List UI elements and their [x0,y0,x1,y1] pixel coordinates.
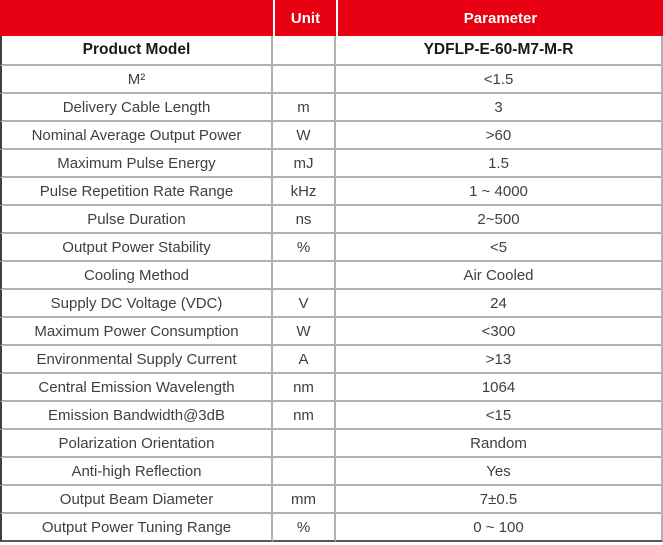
spec-table-body: Product Model YDFLP-E-60-M7-M-R M² <1.5 Deli… [0,36,663,542]
table-row: Pulse Duration ns 2~500 [0,206,663,234]
table-row: Output Power Tuning Range% 0 ~ 100 [0,514,663,542]
table-row: Central Emission Wavelength nm 1064 [0,374,663,402]
table-row: Maximum Power Consumption W <300 [0,318,663,346]
param-name-cell: Delivery Cable Length [0,94,273,122]
param-name-cell: Output Beam Diameter [0,486,273,514]
value-cell: <300 [336,318,663,346]
param-name-cell: Central Emission Wavelength [0,374,273,402]
param-name-cell: M² [0,66,273,94]
table-row: Output Power Stability% <5 [0,234,663,262]
unit-cell: % [273,234,336,262]
table-row: Supply DC Voltage (VDC) V 24 [0,290,663,318]
unit-cell: mm [273,486,336,514]
unit-cell [273,262,336,290]
param-name-cell: Output Power Tuning Range [0,514,273,542]
param-name-cell: Output Power Stability [0,234,273,262]
unit-cell: A [273,346,336,374]
value-cell: >60 [336,122,663,150]
unit-cell [273,66,336,94]
unit-cell [273,458,336,486]
unit-column-header: Unit [273,0,336,36]
unit-cell: W [273,122,336,150]
value-cell: 1.5 [336,150,663,178]
spec-table-header: Unit Parameter [0,0,663,36]
value-cell: 24 [336,290,663,318]
unit-cell: nm [273,402,336,430]
unit-cell: W [273,318,336,346]
param-name-column-header [0,0,273,36]
table-row: Cooling Method Air Cooled [0,262,663,290]
table-row: Pulse Repetition Rate Range kHz 1 ~ 4000 [0,178,663,206]
unit-cell: kHz [273,178,336,206]
table-row: Anti-high Reflection Yes [0,458,663,486]
table-row: Product Model YDFLP-E-60-M7-M-R [0,36,663,66]
unit-cell [273,430,336,458]
table-row: Delivery Cable Length m 3 [0,94,663,122]
value-cell: Yes [336,458,663,486]
param-name-cell: Nominal Average Output Power [0,122,273,150]
param-name-cell: Pulse Repetition Rate Range [0,178,273,206]
param-name-cell: Supply DC Voltage (VDC) [0,290,273,318]
value-cell: YDFLP-E-60-M7-M-R [336,36,663,66]
header-row: Unit Parameter [0,0,663,36]
param-name-cell: Maximum Pulse Energy [0,150,273,178]
table-row: Emission Bandwidth@3dB nm <15 [0,402,663,430]
value-cell: 0 ~ 100 [336,514,663,542]
unit-cell: V [273,290,336,318]
param-name-cell: Maximum Power Consumption [0,318,273,346]
value-cell: >13 [336,346,663,374]
table-row: Nominal Average Output Power W >60 [0,122,663,150]
parameter-column-header: Parameter [336,0,663,36]
param-name-cell: Emission Bandwidth@3dB [0,402,273,430]
value-cell: <15 [336,402,663,430]
param-name-cell: Cooling Method [0,262,273,290]
param-name-cell: Anti-high Reflection [0,458,273,486]
table-row: Maximum Pulse Energy mJ 1.5 [0,150,663,178]
table-row: Environmental Supply Current A >13 [0,346,663,374]
value-cell: 7±0.5 [336,486,663,514]
param-name-cell: Environmental Supply Current [0,346,273,374]
param-name-cell: Product Model [0,36,273,66]
value-cell: 1 ~ 4000 [336,178,663,206]
table-row: M² <1.5 [0,66,663,94]
unit-cell [273,36,336,66]
unit-cell: mJ [273,150,336,178]
table-row: Polarization Orientation Random [0,430,663,458]
value-cell: Random [336,430,663,458]
value-cell: 3 [336,94,663,122]
param-name-cell: Polarization Orientation [0,430,273,458]
unit-cell: nm [273,374,336,402]
param-name-cell: Pulse Duration [0,206,273,234]
value-cell: Air Cooled [336,262,663,290]
unit-cell: % [273,514,336,542]
value-cell: <1.5 [336,66,663,94]
value-cell: 1064 [336,374,663,402]
table-row: Output Beam Diameter mm 7±0.5 [0,486,663,514]
unit-cell: m [273,94,336,122]
unit-cell: ns [273,206,336,234]
value-cell: 2~500 [336,206,663,234]
value-cell: <5 [336,234,663,262]
